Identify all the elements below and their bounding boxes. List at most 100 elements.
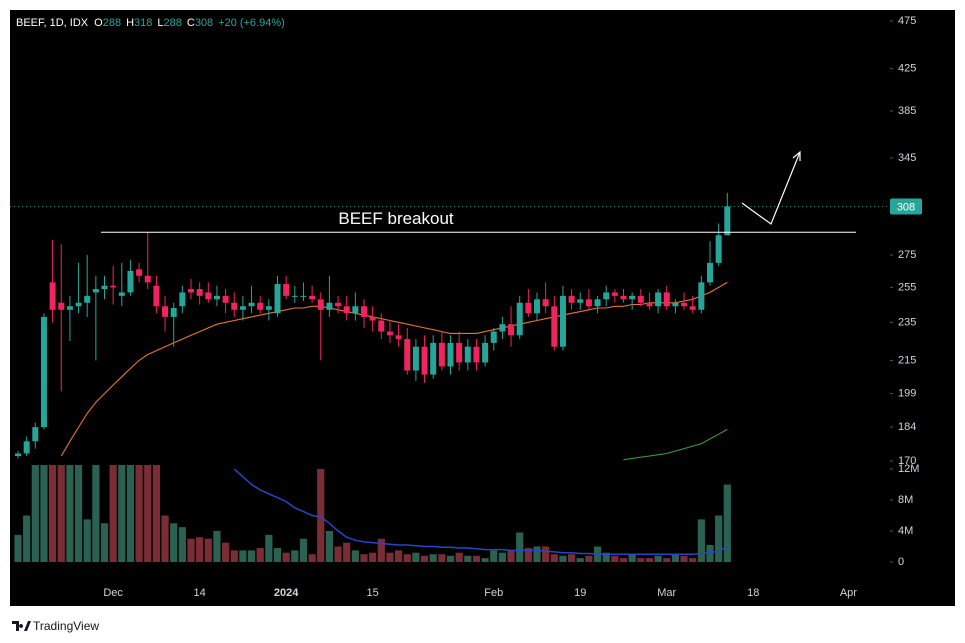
volume-bar — [446, 555, 455, 562]
candle-body — [689, 306, 696, 310]
candle-body — [404, 339, 411, 371]
volume-bar — [637, 558, 645, 562]
candle-body — [585, 299, 592, 307]
volume-bar — [222, 542, 230, 562]
ohlc-value: 288 — [102, 17, 122, 29]
symbol-title: BEEF, 1D, IDX — [16, 17, 89, 29]
axes: 170 184 199 215 235 255 275 345 385 425 475 0 4M 8M 12… — [10, 15, 922, 599]
candle-body — [525, 302, 532, 314]
volume-bar — [715, 515, 723, 562]
volume-bar — [524, 548, 532, 562]
candle-body — [170, 308, 177, 317]
volume-bar — [256, 548, 264, 562]
candle-body — [707, 262, 713, 283]
candle-body — [447, 342, 454, 367]
volume-bar — [369, 552, 377, 562]
volume-bar — [230, 550, 238, 562]
candle-body — [430, 342, 437, 375]
volume-bar — [14, 534, 22, 562]
candle-body — [620, 295, 627, 300]
volume-tick-label: 4M — [898, 525, 913, 537]
volume-bar — [126, 465, 135, 562]
candle-body — [213, 295, 220, 300]
candle-body — [222, 295, 229, 303]
candle-body — [421, 346, 428, 375]
x-tick-label: Dec — [103, 587, 123, 599]
volume-bar — [481, 558, 489, 562]
y-tick-label: 215 — [898, 354, 916, 366]
volume-bar — [299, 538, 308, 562]
candle-body — [611, 292, 618, 296]
candle-body — [551, 306, 558, 347]
candle-body — [361, 306, 367, 317]
candle-body — [412, 346, 419, 371]
candle-body — [464, 346, 471, 363]
volume-bar — [308, 554, 316, 562]
candle-body — [490, 331, 497, 343]
candle-body — [352, 306, 359, 314]
x-tick-label: 15 — [367, 587, 379, 599]
candle-body — [594, 299, 601, 307]
candle-body — [516, 302, 523, 336]
chart-background — [10, 10, 955, 606]
candle-body — [534, 299, 540, 314]
candle-body — [637, 295, 644, 303]
candle-body — [508, 324, 515, 336]
candle-body — [542, 299, 549, 307]
candle-body — [577, 299, 584, 303]
volume-bar — [213, 531, 221, 562]
candle-body — [179, 292, 186, 307]
moving-average-line — [60, 281, 728, 457]
volume-bar — [671, 554, 679, 562]
candle-body — [438, 342, 445, 367]
volume-bar — [360, 554, 368, 562]
ohlc-label: O — [94, 17, 103, 29]
volume-bar — [412, 552, 420, 562]
ohlc-label: H — [126, 17, 135, 29]
arrow-head — [792, 150, 801, 161]
y-tick-label: 475 — [898, 15, 916, 27]
candle-body — [499, 324, 506, 332]
ohlc-value: 308 — [194, 17, 214, 29]
volume-bar — [83, 519, 91, 562]
candle-body — [58, 302, 65, 310]
volume-bar — [351, 550, 359, 562]
candle-body — [15, 453, 21, 456]
volume-bar — [645, 558, 654, 562]
candle-body — [92, 289, 99, 293]
volume-bar — [602, 552, 610, 562]
ohlc-label: C — [186, 17, 195, 29]
annotation-text: BEEF breakout — [338, 209, 454, 228]
last-price-tag — [890, 198, 922, 215]
candle-body — [188, 289, 194, 293]
candle-body — [84, 295, 91, 303]
candle-body — [40, 316, 47, 428]
x-tick-label: Apr — [840, 587, 857, 599]
candle-body — [257, 302, 264, 310]
volume-bar — [395, 550, 403, 562]
moving-average-line — [623, 428, 728, 461]
x-tick-label: Mar — [657, 587, 676, 599]
candle-body — [110, 285, 117, 288]
volume-bar — [204, 538, 212, 562]
y-tick-label: 425 — [898, 63, 916, 75]
candle-body — [456, 342, 463, 363]
volume-bar — [403, 554, 411, 562]
candle-body — [482, 342, 489, 363]
candle-body — [681, 302, 688, 307]
volume-bar — [663, 558, 671, 562]
volume-bar — [247, 550, 256, 562]
volume-bar — [291, 550, 299, 562]
candle-body — [162, 306, 169, 317]
candle-body — [309, 295, 316, 300]
volume-pane — [14, 465, 731, 562]
candle-body — [629, 295, 636, 300]
candle-body — [369, 316, 376, 321]
y-tick-label: 235 — [898, 316, 916, 328]
logo-icon — [12, 621, 31, 631]
volume-bar — [152, 465, 160, 562]
y-tick-label: 170 — [898, 455, 916, 467]
volume-bar — [239, 550, 247, 562]
